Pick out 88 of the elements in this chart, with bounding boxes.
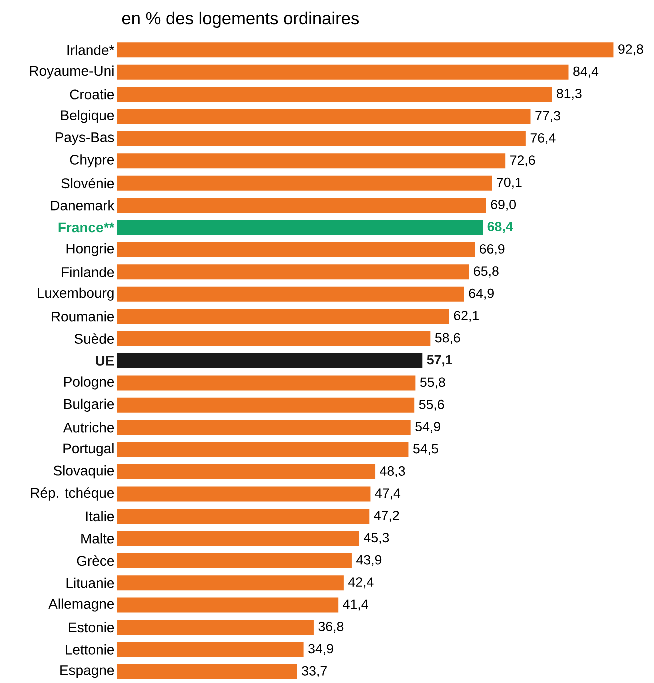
y-tick-label: Autriche [63, 422, 114, 433]
bar [116, 42, 614, 58]
data-label: 69,0 [491, 200, 516, 212]
data-label: 54,5 [414, 444, 438, 456]
y-tick-label: Grèce [77, 556, 114, 566]
bar [116, 64, 569, 80]
bar [116, 286, 464, 302]
data-label: 41,4 [343, 600, 368, 611]
y-tick-label: Slovénie [62, 178, 114, 189]
y-tick-label: Hongrie [66, 243, 114, 256]
y-tick-label: Chypre [70, 154, 114, 168]
bar [116, 508, 370, 524]
bar [116, 664, 298, 680]
data-label: 92,8 [618, 44, 644, 56]
bar [116, 576, 344, 591]
data-label: 77,3 [536, 111, 560, 122]
y-tick-label: Italie [86, 511, 114, 522]
data-label: 55,8 [420, 378, 446, 389]
y-tick-label: Slovaquie [54, 466, 114, 479]
data-label: 72,6 [510, 156, 536, 167]
y-tick-label: Pologne [64, 376, 114, 390]
bar [116, 376, 416, 391]
y-tick-label: Belgique [61, 110, 114, 124]
y-tick-label: Espagne [60, 666, 114, 678]
data-label: 42,4 [348, 578, 374, 589]
bar [116, 242, 476, 258]
data-label: 47,4 [375, 488, 401, 500]
y-tick-label: Pays-Bas [56, 132, 114, 146]
data-label: 47,2 [374, 510, 400, 522]
data-label: 36,8 [318, 622, 344, 633]
y-tick-label: Irlande* [68, 44, 114, 56]
data-label: 62,1 [454, 311, 479, 322]
data-label: 48,3 [380, 466, 406, 478]
data-label: 34,9 [308, 644, 334, 656]
bar [116, 176, 492, 191]
data-label: 64,9 [469, 288, 494, 300]
bar [116, 464, 376, 480]
data-label: 66,9 [480, 244, 505, 256]
bar [116, 87, 552, 102]
y-tick-label: Bulgarie [64, 398, 114, 412]
bar [116, 264, 470, 280]
data-label: 58,6 [435, 333, 460, 344]
bar [116, 620, 314, 635]
data-label: 57,1 [427, 355, 452, 367]
bar [116, 486, 371, 502]
data-label: 81,3 [557, 89, 582, 100]
bar [116, 531, 360, 546]
y-tick-label: Royaume-Uni [30, 66, 114, 79]
data-label: 43,9 [356, 555, 382, 566]
bar [116, 154, 506, 169]
bar [116, 642, 304, 658]
bar [116, 398, 415, 413]
y-tick-label: Finlande [62, 267, 114, 278]
bar [116, 553, 352, 568]
y-tick-label: Roumanie [52, 311, 114, 322]
chart-title: en % des logements ordinaires [122, 12, 360, 28]
bar [116, 220, 484, 236]
bar [116, 109, 531, 124]
y-tick-label: Malte [82, 534, 114, 544]
data-label: 76,4 [530, 133, 556, 144]
bar [116, 331, 431, 346]
data-label: 54,9 [416, 422, 440, 434]
data-label: 68,4 [488, 222, 514, 234]
y-tick-label: Croatie [70, 89, 114, 100]
bar [116, 354, 423, 369]
y-tick-label: Suède [74, 334, 114, 344]
data-label: 70,1 [497, 178, 522, 189]
y-tick-label: Estonie [69, 622, 114, 633]
y-tick-label: Allemagne [48, 598, 114, 612]
y-tick-label: France** [58, 222, 115, 233]
data-label: 45,3 [364, 533, 390, 544]
data-label: 65,8 [474, 266, 499, 278]
y-tick-label: Danemark [51, 200, 115, 211]
y-tick-label: UE [96, 356, 114, 366]
bar [116, 198, 486, 214]
y-tick-label: Rép. tchéque [31, 488, 114, 501]
bar [116, 309, 450, 324]
bar [116, 442, 409, 458]
y-tick-label: Luxembourg [38, 288, 114, 301]
data-label: 84,4 [574, 66, 599, 78]
y-tick-label: Lituanie [66, 578, 114, 588]
data-label: 55,6 [419, 400, 444, 411]
y-tick-label: Portugal [64, 443, 114, 456]
y-tick-label: Lettonie [66, 644, 114, 655]
bar [116, 420, 411, 436]
bar [116, 598, 339, 613]
bar [116, 131, 526, 146]
data-label: 33,7 [302, 666, 327, 678]
